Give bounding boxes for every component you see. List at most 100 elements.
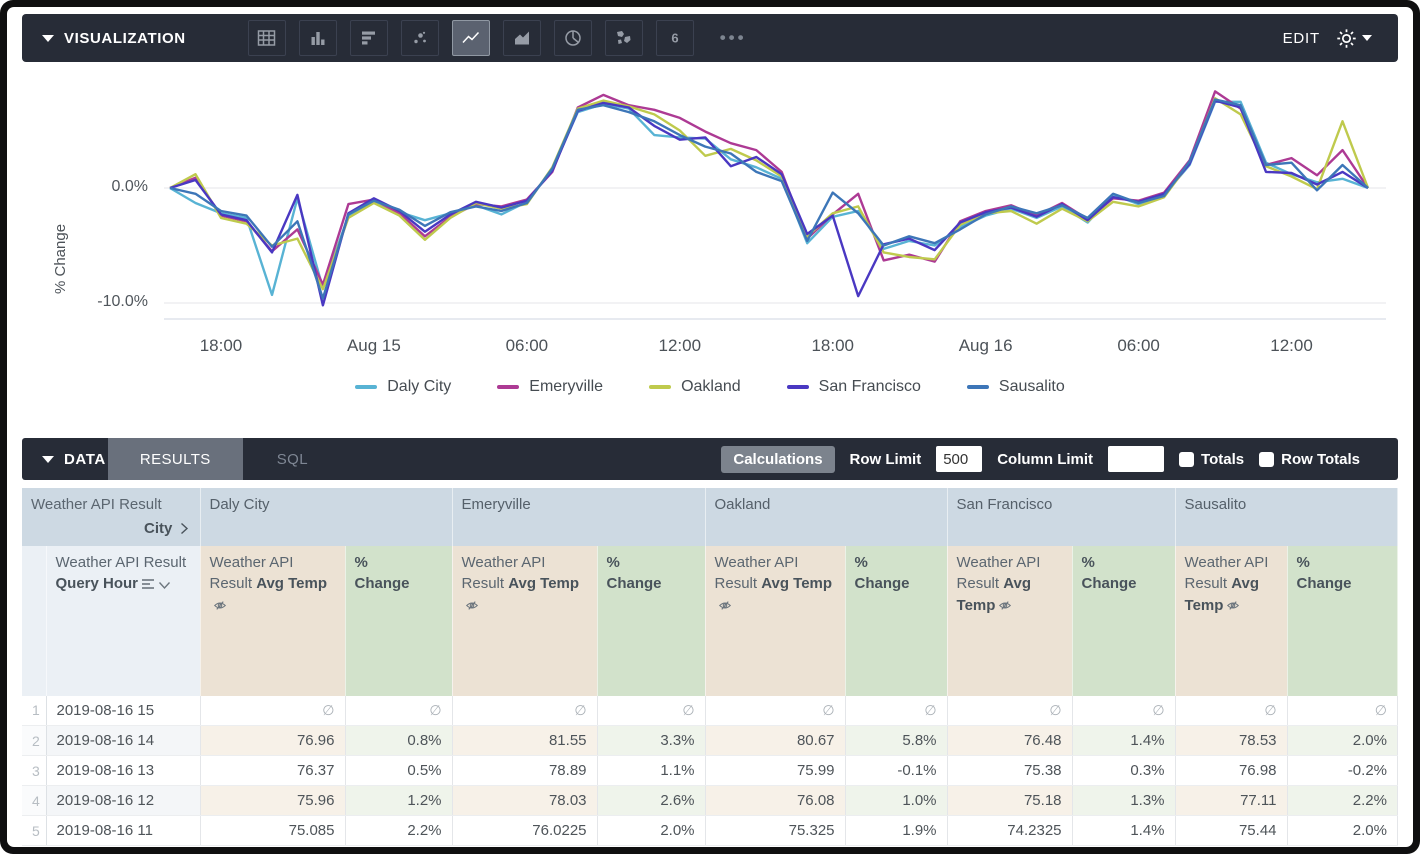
column-header-avg-temp[interactable]: Weather API Result Avg Temp bbox=[1175, 545, 1288, 696]
avg-temp-cell[interactable]: 80.67 bbox=[705, 725, 846, 756]
edit-button[interactable]: EDIT bbox=[1282, 29, 1320, 47]
avg-temp-cell[interactable]: ∅ bbox=[452, 695, 598, 726]
pct-change-cell[interactable]: 1.2% bbox=[345, 785, 453, 816]
map-chart-icon[interactable] bbox=[604, 20, 643, 56]
pct-change-cell[interactable]: 0.5% bbox=[345, 755, 453, 786]
pct-change-cell[interactable]: -0.1% bbox=[845, 755, 948, 786]
pct-change-cell[interactable]: -0.2% bbox=[1287, 755, 1399, 786]
column-chart-icon[interactable] bbox=[298, 20, 337, 56]
chart-plot-area[interactable]: 0.0% -10.0% bbox=[97, 78, 1386, 328]
more-chart-types-icon[interactable]: ••• bbox=[719, 28, 747, 47]
series-line[interactable] bbox=[169, 100, 1369, 297]
city-group-header[interactable]: San Francisco bbox=[947, 488, 1176, 546]
avg-temp-cell[interactable]: 74.2325 bbox=[947, 815, 1073, 846]
bar-chart-icon[interactable] bbox=[349, 20, 388, 56]
scatter-chart-icon[interactable] bbox=[400, 20, 439, 56]
avg-temp-cell[interactable]: 76.0225 bbox=[452, 815, 598, 846]
query-hour-cell[interactable]: 2019-08-16 13 bbox=[46, 755, 201, 786]
city-group-header[interactable]: Emeryville bbox=[452, 488, 706, 546]
pct-change-cell[interactable]: 1.4% bbox=[1072, 725, 1176, 756]
pct-change-cell[interactable]: 3.3% bbox=[597, 725, 706, 756]
avg-temp-cell[interactable]: 78.03 bbox=[452, 785, 598, 816]
avg-temp-cell[interactable]: ∅ bbox=[1175, 695, 1288, 726]
area-chart-icon[interactable] bbox=[502, 20, 541, 56]
query-hour-cell[interactable]: 2019-08-16 15 bbox=[46, 695, 201, 726]
avg-temp-cell[interactable]: 77.11 bbox=[1175, 785, 1288, 816]
avg-temp-cell[interactable]: ∅ bbox=[947, 695, 1073, 726]
avg-temp-cell[interactable]: 76.48 bbox=[947, 725, 1073, 756]
avg-temp-cell[interactable]: 75.18 bbox=[947, 785, 1073, 816]
series-line[interactable] bbox=[169, 98, 1369, 300]
column-limit-input[interactable] bbox=[1108, 446, 1165, 472]
query-hour-cell[interactable]: 2019-08-16 11 bbox=[46, 815, 201, 846]
pct-change-cell[interactable]: ∅ bbox=[1072, 695, 1176, 726]
avg-temp-cell[interactable]: 78.89 bbox=[452, 755, 598, 786]
legend-item[interactable]: Emeryville bbox=[497, 378, 603, 396]
city-group-header[interactable]: Oakland bbox=[705, 488, 948, 546]
row-totals-toggle[interactable]: Row Totals bbox=[1259, 451, 1360, 468]
pct-change-cell[interactable]: 5.8% bbox=[845, 725, 948, 756]
column-header-pct-change[interactable]: % Change bbox=[597, 545, 706, 696]
column-header-avg-temp[interactable]: Weather API Result Avg Temp bbox=[452, 545, 598, 696]
legend-item[interactable]: Oakland bbox=[649, 378, 741, 396]
column-header-query-hour[interactable]: Weather API Result Query Hour bbox=[46, 545, 201, 696]
city-group-header[interactable]: Daly City bbox=[200, 488, 453, 546]
avg-temp-cell[interactable]: 76.98 bbox=[1175, 755, 1288, 786]
pie-chart-icon[interactable] bbox=[553, 20, 592, 56]
table-chart-icon[interactable] bbox=[247, 20, 286, 56]
avg-temp-cell[interactable]: 76.08 bbox=[705, 785, 846, 816]
query-hour-cell[interactable]: 2019-08-16 14 bbox=[46, 725, 201, 756]
pct-change-cell[interactable]: 2.0% bbox=[597, 815, 706, 846]
avg-temp-cell[interactable]: 78.53 bbox=[1175, 725, 1288, 756]
query-hour-cell[interactable]: 2019-08-16 12 bbox=[46, 785, 201, 816]
pct-change-cell[interactable]: ∅ bbox=[597, 695, 706, 726]
legend-item[interactable]: Daly City bbox=[355, 378, 451, 396]
avg-temp-cell[interactable]: 75.44 bbox=[1175, 815, 1288, 846]
pct-change-cell[interactable]: ∅ bbox=[1287, 695, 1399, 726]
pct-change-cell[interactable]: 1.0% bbox=[845, 785, 948, 816]
pct-change-cell[interactable]: 1.3% bbox=[1072, 785, 1176, 816]
line-chart-icon[interactable] bbox=[451, 20, 490, 56]
pct-change-cell[interactable]: 2.6% bbox=[597, 785, 706, 816]
pct-change-cell[interactable]: ∅ bbox=[345, 695, 453, 726]
viz-settings-menu[interactable] bbox=[1336, 28, 1372, 49]
pct-change-cell[interactable]: 1.9% bbox=[845, 815, 948, 846]
city-group-header[interactable]: Sausalito bbox=[1175, 488, 1399, 546]
column-header-pct-change[interactable]: % Change bbox=[345, 545, 453, 696]
pct-change-cell[interactable]: 2.2% bbox=[345, 815, 453, 846]
single-value-chart-icon[interactable]: 6 bbox=[655, 20, 694, 56]
legend-item[interactable]: Sausalito bbox=[966, 378, 1065, 396]
avg-temp-cell[interactable]: 81.55 bbox=[452, 725, 598, 756]
totals-toggle[interactable]: Totals bbox=[1179, 451, 1244, 468]
row-totals-checkbox[interactable] bbox=[1259, 451, 1275, 467]
avg-temp-cell[interactable]: ∅ bbox=[200, 695, 346, 726]
tab-sql[interactable]: SQL bbox=[276, 450, 308, 468]
avg-temp-cell[interactable]: 75.325 bbox=[705, 815, 846, 846]
pct-change-cell[interactable]: 2.2% bbox=[1287, 785, 1399, 816]
tab-results[interactable]: RESULTS bbox=[107, 438, 243, 480]
row-limit-input[interactable] bbox=[936, 446, 983, 472]
calculations-button[interactable]: Calculations bbox=[721, 445, 835, 473]
series-line[interactable] bbox=[169, 97, 1370, 291]
avg-temp-cell[interactable]: 75.99 bbox=[705, 755, 846, 786]
column-header-pct-change[interactable]: % Change bbox=[1287, 545, 1399, 696]
collapse-caret-icon[interactable] bbox=[42, 34, 54, 42]
column-header-pct-change[interactable]: % Change bbox=[1072, 545, 1176, 696]
column-header-pct-change[interactable]: % Change bbox=[845, 545, 948, 696]
column-header-avg-temp[interactable]: Weather API Result Avg Temp bbox=[947, 545, 1073, 696]
column-header-avg-temp[interactable]: Weather API Result Avg Temp bbox=[200, 545, 346, 696]
pct-change-cell[interactable]: 0.3% bbox=[1072, 755, 1176, 786]
avg-temp-cell[interactable]: 76.37 bbox=[200, 755, 346, 786]
pct-change-cell[interactable]: 2.0% bbox=[1287, 725, 1399, 756]
pct-change-cell[interactable]: 2.0% bbox=[1287, 815, 1399, 846]
legend-item[interactable]: San Francisco bbox=[786, 378, 921, 396]
pct-change-cell[interactable]: 0.8% bbox=[345, 725, 453, 756]
avg-temp-cell[interactable]: 75.96 bbox=[200, 785, 346, 816]
pct-change-cell[interactable]: 1.1% bbox=[597, 755, 706, 786]
avg-temp-cell[interactable]: 75.38 bbox=[947, 755, 1073, 786]
avg-temp-cell[interactable]: 76.96 bbox=[200, 725, 346, 756]
pct-change-cell[interactable]: ∅ bbox=[845, 695, 948, 726]
avg-temp-cell[interactable]: ∅ bbox=[705, 695, 846, 726]
column-header-avg-temp[interactable]: Weather API Result Avg Temp bbox=[705, 545, 846, 696]
data-collapse-caret-icon[interactable] bbox=[42, 455, 54, 463]
